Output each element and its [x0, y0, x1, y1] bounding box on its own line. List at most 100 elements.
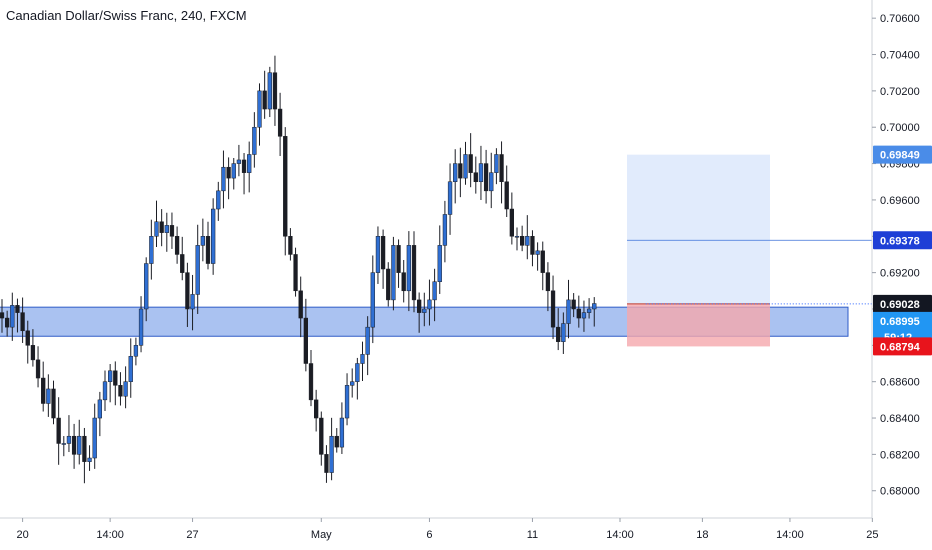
candle-body [272, 72, 278, 110]
candle-body [185, 272, 190, 310]
candle-body [530, 236, 535, 255]
price-tick-label: 0.68600 [880, 377, 920, 389]
candle-body [509, 208, 515, 237]
price-tick-label: 0.68200 [880, 449, 920, 461]
candle-body [380, 236, 386, 270]
candle-body [504, 181, 509, 210]
candle-body [0, 312, 5, 319]
candle-body [149, 236, 154, 264]
current-price-badge-label: 0.68995 [880, 316, 920, 328]
level-price-badge-label: 0.69378 [880, 235, 920, 247]
time-tick-label: 14:00 [96, 529, 124, 541]
candle-body [350, 381, 355, 386]
candle-body [355, 363, 360, 382]
candle-body [468, 154, 473, 173]
candle-body [164, 225, 169, 233]
candle-body [77, 435, 82, 455]
time-tick-label: 18 [696, 529, 708, 541]
time-tick-label: 20 [16, 529, 28, 541]
time-tick-label: 14:00 [606, 529, 634, 541]
candle-body [406, 245, 412, 292]
candle-body [535, 250, 540, 255]
candle-body [545, 272, 551, 292]
candle-body [231, 163, 236, 179]
candle-body [10, 305, 15, 328]
candle-body [30, 345, 36, 361]
price-tick-label: 0.70000 [880, 122, 920, 134]
candle-body [442, 214, 448, 246]
time-tick-label: 14:00 [776, 529, 804, 541]
candle-body [15, 305, 20, 313]
candle-body [180, 254, 185, 273]
time-tick-label: 25 [866, 529, 878, 541]
candle-body [133, 345, 139, 357]
candle-body [344, 385, 350, 419]
candle-body [514, 236, 520, 238]
candle-body [571, 299, 576, 310]
candle-body [71, 435, 77, 455]
candle-body [5, 317, 10, 328]
level-price-badge [873, 231, 932, 250]
candle-body [411, 245, 417, 301]
target-price-badge-label: 0.69849 [880, 150, 920, 162]
candle-body [324, 454, 329, 473]
candle-body [483, 163, 489, 192]
candle-body [241, 159, 247, 173]
stop-zone [627, 303, 770, 347]
price-tick-label: 0.70600 [880, 13, 920, 25]
time-tick-label: 11 [527, 529, 538, 541]
candle-body [46, 388, 51, 404]
price-tick-label: 0.68000 [880, 486, 920, 498]
stop-price-badge [873, 337, 932, 356]
candle-body [499, 154, 504, 183]
candle-body [396, 245, 401, 273]
candle-body [473, 172, 478, 183]
candle-body [566, 299, 571, 324]
target-price-badge [873, 145, 932, 164]
candle-body [329, 435, 334, 473]
candle-body [257, 90, 262, 128]
candle-body [262, 90, 267, 110]
candle-body [556, 326, 561, 342]
time-tick-label: 6 [426, 529, 432, 541]
candle-body [102, 381, 108, 401]
candle-body [298, 290, 303, 319]
candle-body [525, 236, 530, 246]
price-tick-label: 0.69600 [880, 195, 920, 207]
candle-body [174, 236, 180, 255]
price-tick-label: 0.68400 [880, 413, 920, 425]
long-position-tool [627, 154, 872, 347]
candle-body [520, 236, 525, 246]
candle-body [61, 443, 66, 445]
candle-body [169, 225, 175, 237]
candle-body [154, 221, 159, 237]
time-tick-label: 27 [186, 529, 198, 541]
candle-body [20, 312, 25, 332]
candle-body [334, 435, 339, 448]
candle-body [303, 317, 309, 364]
candle-body [277, 108, 283, 137]
last-price-badge-label: 0.69028 [880, 299, 920, 311]
candle-body [200, 236, 205, 246]
candle-body [576, 308, 581, 319]
candle-body [221, 166, 226, 192]
candle-body [144, 263, 149, 310]
candle-body [453, 163, 458, 183]
candle-body [339, 417, 345, 448]
candle-body [463, 154, 468, 179]
candle-body [82, 435, 87, 462]
candle-body [247, 154, 252, 173]
candle-body [35, 359, 41, 379]
candle-body [370, 272, 375, 328]
price-tick-label: 0.70400 [880, 50, 920, 62]
candle-body [226, 166, 231, 179]
candle-body [97, 399, 102, 419]
candle-body [288, 236, 293, 255]
candle-body [494, 154, 499, 173]
candle-body [319, 417, 324, 455]
candle-body [386, 268, 391, 301]
candle-body [401, 272, 406, 292]
candle-body [432, 281, 437, 301]
